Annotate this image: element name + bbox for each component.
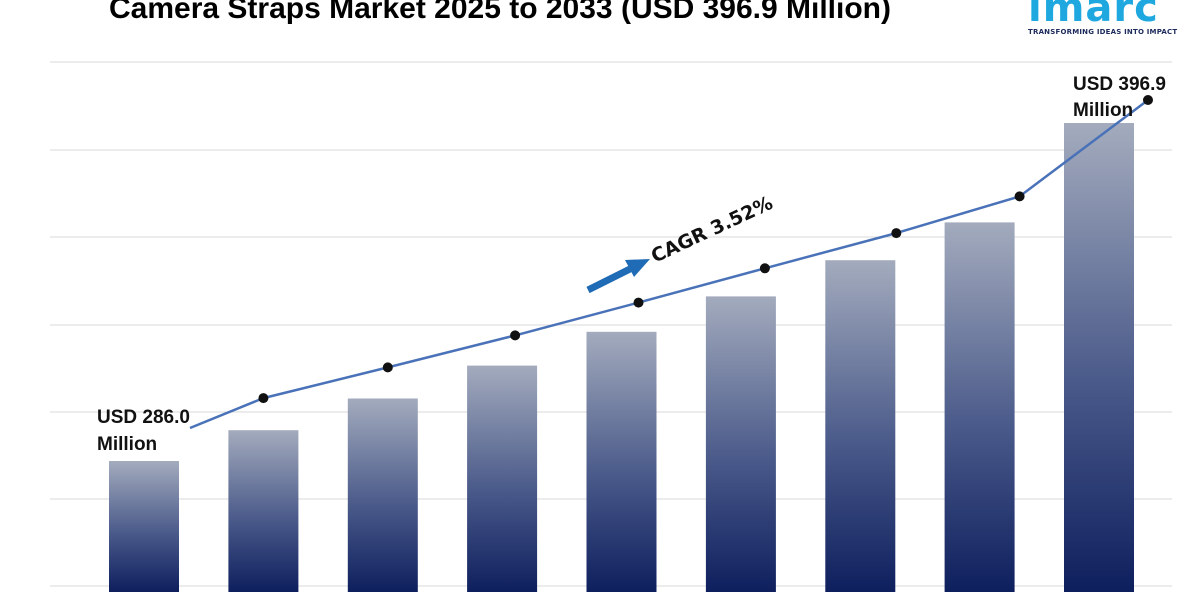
marker-2028 xyxy=(510,330,521,341)
bar-2029 xyxy=(586,331,657,592)
marker-2031 xyxy=(891,228,902,239)
end-value-label-line2: Million xyxy=(1073,100,1133,121)
marker-2030 xyxy=(759,263,770,274)
logo-tagline: TRANSFORMING IDEAS INTO IMPACT xyxy=(1028,28,1178,36)
bar-2030 xyxy=(705,296,776,592)
cagr-label: CAGR 3.52% xyxy=(648,192,776,267)
marker-2029 xyxy=(633,297,644,308)
end-value-label-line1: USD 396.9 xyxy=(1073,74,1166,95)
start-value-label-line1: USD 286.0 xyxy=(97,407,190,428)
bar-2026 xyxy=(228,430,299,592)
bar-2033 xyxy=(1064,123,1134,592)
cagr-arrow xyxy=(586,259,650,294)
bar-2028 xyxy=(467,365,538,592)
bar-2027 xyxy=(347,398,418,592)
imarc-logo: imarc TRANSFORMING IDEAS INTO IMPACT xyxy=(1028,0,1178,38)
marker-2033 xyxy=(1143,95,1153,105)
marker-2026 xyxy=(258,393,269,404)
bar-2025 xyxy=(109,461,179,592)
bar-2032 xyxy=(944,222,1015,592)
marker-2032 xyxy=(1014,191,1025,202)
chart-title: Camera Straps Market 2025 to 2033 (USD 3… xyxy=(109,0,891,25)
bars xyxy=(109,123,1134,592)
logo-wordmark: imarc xyxy=(1028,0,1159,31)
start-value-label-line2: Million xyxy=(97,434,157,455)
marker-2027 xyxy=(382,362,393,373)
bar-2031 xyxy=(825,260,896,592)
trend-markers xyxy=(258,95,1153,404)
